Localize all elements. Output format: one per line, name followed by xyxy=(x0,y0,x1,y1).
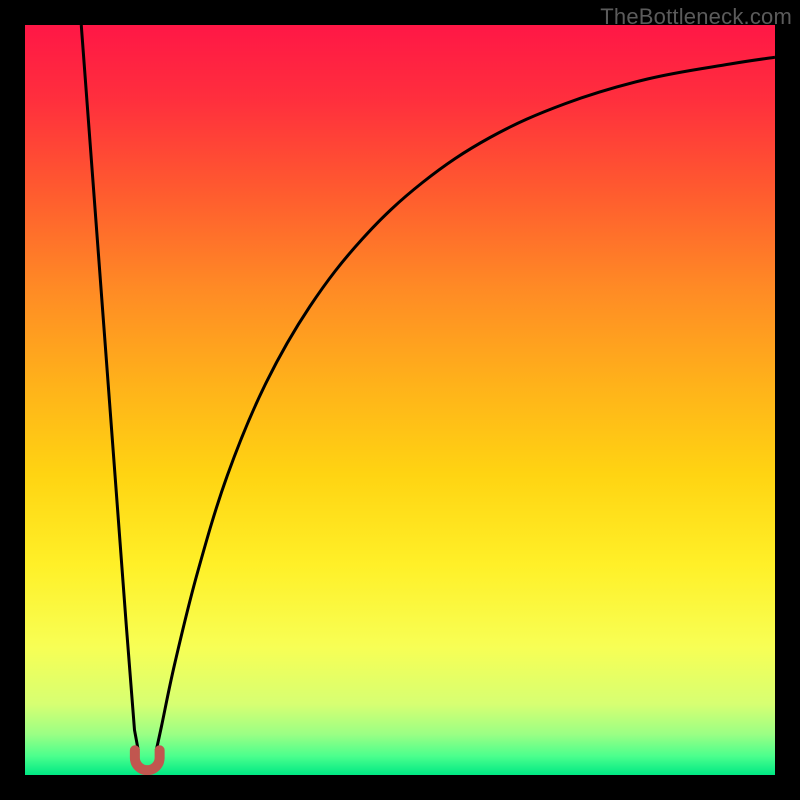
notch-marker xyxy=(135,750,160,770)
curves-layer xyxy=(25,25,775,775)
left-curve xyxy=(81,25,138,750)
plot-area xyxy=(25,25,775,775)
chart-container: { "chart": { "type": "line", "width_px":… xyxy=(0,0,800,800)
right-curve xyxy=(156,57,775,750)
watermark-text: TheBottleneck.com xyxy=(600,4,792,30)
